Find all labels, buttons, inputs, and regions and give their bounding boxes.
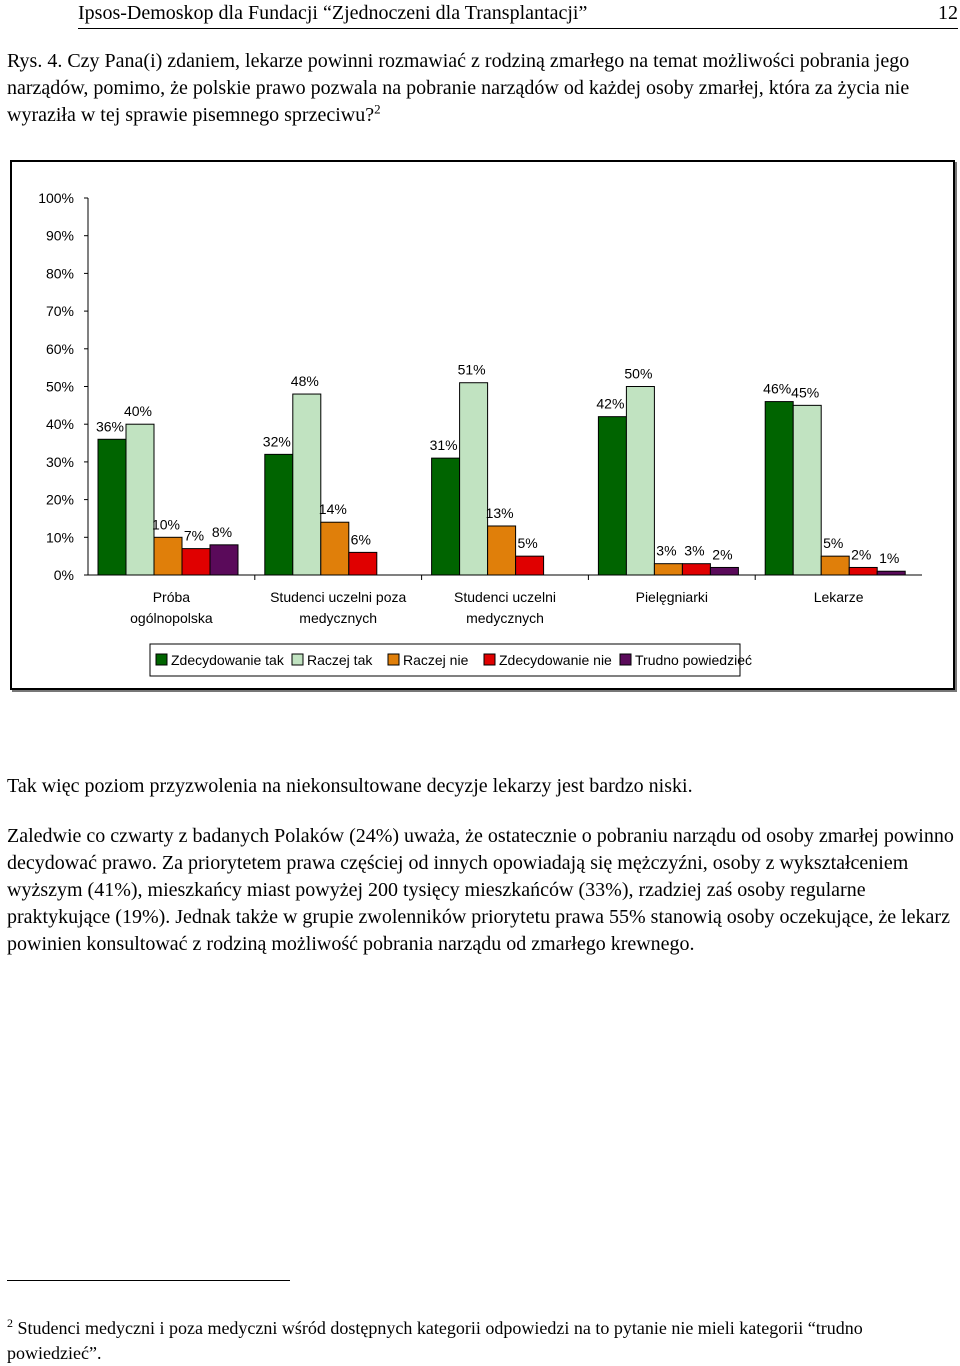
- y-tick-label: 80%: [46, 265, 74, 281]
- legend-swatch: [483, 653, 496, 666]
- data-label: 50%: [624, 366, 652, 382]
- category-label: Pielęgniarki: [636, 589, 708, 605]
- category-label: Studenci uczelni: [454, 589, 556, 605]
- bar-chart: 0%10%20%30%40%50%60%70%80%90%100%36%40%1…: [38, 190, 922, 677]
- y-tick-label: 70%: [46, 303, 74, 319]
- footnote-number: 2: [7, 1316, 13, 1330]
- bar: [681, 563, 711, 576]
- data-label: 42%: [596, 396, 624, 412]
- bar: [97, 438, 127, 576]
- category-label: medycznych: [299, 610, 377, 626]
- data-label: 3%: [684, 543, 704, 559]
- paragraph-1: Tak więc poziom przyzwolenia na niekonsu…: [7, 775, 693, 797]
- bar: [459, 382, 489, 576]
- category-label: medycznych: [466, 610, 544, 626]
- legend-swatch: [291, 653, 304, 666]
- legend-label: Raczej tak: [307, 652, 373, 668]
- bar: [125, 423, 155, 576]
- data-label: 13%: [486, 505, 514, 521]
- data-label: 7%: [184, 528, 204, 544]
- data-label: 32%: [263, 433, 291, 449]
- data-label: 6%: [351, 531, 371, 547]
- y-tick-label: 100%: [38, 190, 74, 206]
- bar: [209, 544, 239, 576]
- question-text: Rys. 4. Czy Pana(i) zdaniem, lekarze pow…: [7, 50, 910, 126]
- bar: [876, 570, 906, 576]
- data-label: 14%: [319, 501, 347, 517]
- data-label: 45%: [791, 384, 819, 400]
- footnote-ref: 2: [374, 101, 381, 117]
- bar: [431, 457, 461, 576]
- page-number: 12: [938, 2, 958, 24]
- bar: [820, 555, 850, 576]
- bar: [515, 555, 545, 576]
- data-label: 2%: [851, 546, 871, 562]
- y-tick-label: 20%: [46, 492, 74, 508]
- data-label: 5%: [517, 535, 537, 551]
- data-label: 36%: [96, 418, 124, 434]
- data-label: 40%: [124, 403, 152, 419]
- data-label: 31%: [430, 437, 458, 453]
- bar: [153, 536, 183, 576]
- legend-swatch: [155, 653, 168, 666]
- y-tick-label: 90%: [46, 228, 74, 244]
- data-label: 10%: [152, 516, 180, 532]
- bar: [597, 416, 627, 576]
- chart-frame: 0% 10% 20% 30% 40% 50% 60% 70% 80% 90% 100% 36% 40% 1…: [10, 160, 955, 690]
- header-title: Ipsos-Demoskop dla Fundacji “Zjednoczeni…: [78, 2, 588, 24]
- y-tick-label: 10%: [46, 529, 74, 545]
- bar: [653, 563, 683, 576]
- data-label: 48%: [291, 373, 319, 389]
- y-tick-label: 60%: [46, 341, 74, 357]
- category-label: Próba: [153, 589, 191, 605]
- bar: [625, 386, 655, 576]
- category-label: Studenci uczelni poza: [270, 589, 406, 605]
- bar: [292, 393, 322, 576]
- y-tick-label: 0%: [54, 567, 74, 583]
- footnote-rule: [7, 1280, 290, 1281]
- bar: [181, 548, 211, 576]
- legend-swatch: [619, 653, 632, 666]
- legend-box: [149, 643, 741, 677]
- data-label: 5%: [823, 535, 843, 551]
- legend-label: Zdecydowanie nie: [499, 652, 612, 668]
- bar: [764, 401, 794, 576]
- legend-label: Zdecydowanie tak: [171, 652, 285, 668]
- data-label: 51%: [458, 362, 486, 378]
- data-label: 46%: [763, 381, 791, 397]
- category-label: ogólnopolska: [130, 610, 213, 626]
- bar: [848, 566, 878, 576]
- paragraph-2: Zaledwie co czwarty z badanych Polaków (…: [7, 825, 954, 955]
- data-label: 3%: [656, 543, 676, 559]
- bar: [264, 453, 294, 576]
- bar: [320, 521, 350, 576]
- data-label: 2%: [712, 546, 732, 562]
- data-label: 1%: [879, 550, 899, 566]
- y-tick-label: 50%: [46, 379, 74, 395]
- page-header: Ipsos-Demoskop dla Fundacji “Zjednoczeni…: [78, 2, 958, 29]
- bar: [709, 566, 739, 576]
- data-label: 8%: [212, 524, 232, 540]
- legend-swatch: [387, 653, 400, 666]
- bar: [792, 404, 822, 576]
- legend-label: Trudno powiedzieć: [635, 652, 752, 668]
- category-label: Lekarze: [814, 589, 864, 605]
- y-tick-label: 30%: [46, 454, 74, 470]
- footnote: 2 Studenci medyczni i poza medyczni wśró…: [7, 1316, 957, 1366]
- y-tick-label: 40%: [46, 416, 74, 432]
- figure-question: Rys. 4. Czy Pana(i) zdaniem, lekarze pow…: [7, 48, 957, 129]
- bar: [487, 525, 517, 576]
- bar: [348, 551, 378, 576]
- legend-label: Raczej nie: [403, 652, 469, 668]
- footnote-text: Studenci medyczni i poza medyczni wśród …: [7, 1318, 863, 1363]
